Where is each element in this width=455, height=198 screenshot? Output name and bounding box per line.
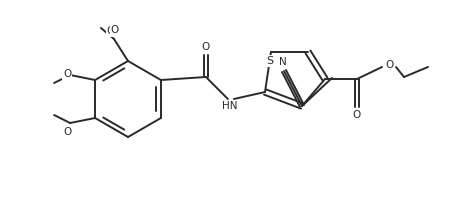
Text: S: S [266,56,273,66]
Text: O: O [63,127,71,137]
Text: O: O [63,69,71,79]
Text: N: N [278,57,286,67]
Text: O: O [106,26,115,36]
Text: O: O [385,60,393,70]
Text: HN: HN [222,101,237,111]
Text: O: O [202,42,210,52]
Text: O: O [111,25,119,35]
Text: O: O [352,110,360,120]
